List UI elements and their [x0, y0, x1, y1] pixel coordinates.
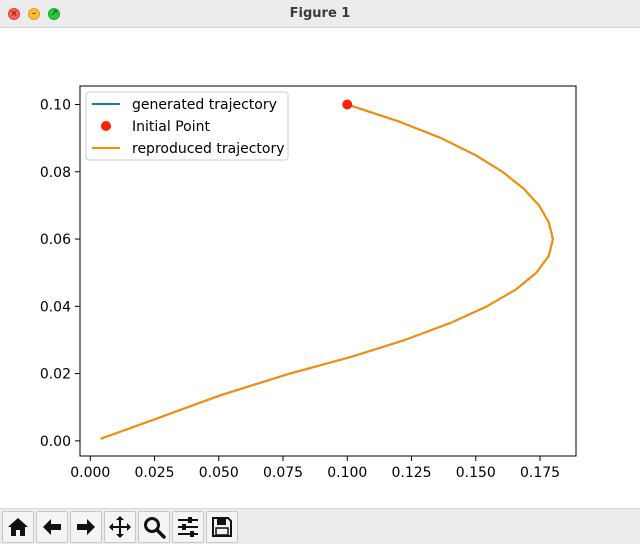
- minimize-icon: –: [31, 9, 37, 19]
- plot-area: [100, 99, 554, 440]
- back-button[interactable]: [36, 511, 68, 543]
- y-tick-label: 0.04: [40, 299, 71, 315]
- figure-canvas[interactable]: 0.000 0.025 0.050 0.075 0.100 0.125 0.150 0.175…: [0, 28, 640, 508]
- y-tick-label: 0.10: [40, 98, 71, 114]
- maximize-window-button[interactable]: ↗: [48, 8, 60, 20]
- home-button[interactable]: [2, 511, 34, 543]
- forward-button[interactable]: [70, 511, 102, 543]
- window-title: Figure 1: [289, 6, 351, 21]
- home-icon: [8, 518, 28, 536]
- legend-label-reproduced: reproduced trajectory: [132, 141, 285, 157]
- x-tick-label: 0.075: [263, 465, 303, 481]
- scatter-point-1-0: [342, 99, 353, 110]
- series-line-2: [100, 103, 554, 440]
- move-icon: [109, 516, 131, 538]
- close-icon: ×: [10, 9, 18, 19]
- x-tick-label: 0.100: [327, 465, 367, 481]
- magnifier-icon: [144, 517, 166, 539]
- close-window-button[interactable]: ×: [8, 8, 20, 20]
- legend: generated trajectory Initial Point repro…: [85, 91, 289, 161]
- zoom-button[interactable]: [138, 511, 170, 543]
- y-tick-label: 0.02: [40, 367, 71, 383]
- arrow-left-icon: [43, 519, 61, 535]
- y-tick-label: 0.08: [40, 165, 71, 181]
- y-tick-label: 0.06: [40, 232, 71, 248]
- configure-subplots-button[interactable]: [172, 511, 204, 543]
- pan-button[interactable]: [104, 511, 136, 543]
- x-tick-label: 0.000: [70, 465, 110, 481]
- x-tick-label: 0.175: [520, 465, 560, 481]
- y-axis: 0.00 0.02 0.04 0.06 0.08 0.10: [40, 98, 80, 450]
- arrow-right-icon: [77, 519, 95, 535]
- legend-box: [85, 91, 289, 161]
- x-tick-label: 0.050: [199, 465, 239, 481]
- floppy-disk-icon: [212, 517, 232, 537]
- x-axis: 0.000 0.025 0.050 0.075 0.100 0.125 0.150 0.175: [70, 456, 560, 481]
- fullscreen-icon: ↗: [50, 9, 58, 19]
- x-tick-label: 0.025: [134, 465, 174, 481]
- navigation-toolbar: [0, 508, 640, 544]
- legend-label-initial-point: Initial Point: [132, 119, 210, 135]
- x-tick-label: 0.150: [456, 465, 496, 481]
- minimize-window-button[interactable]: –: [28, 8, 40, 20]
- axes-frame: [79, 85, 577, 457]
- legend-marker-initial-point: [101, 121, 111, 131]
- sliders-icon: [178, 517, 198, 537]
- window-titlebar: × – ↗ Figure 1: [0, 0, 640, 28]
- y-tick-label: 0.00: [40, 434, 71, 450]
- x-tick-label: 0.125: [391, 465, 431, 481]
- legend-label-generated: generated trajectory: [132, 97, 277, 113]
- chart[interactable]: 0.000 0.025 0.050 0.075 0.100 0.125 0.150 0.175…: [0, 28, 640, 508]
- save-button[interactable]: [206, 511, 238, 543]
